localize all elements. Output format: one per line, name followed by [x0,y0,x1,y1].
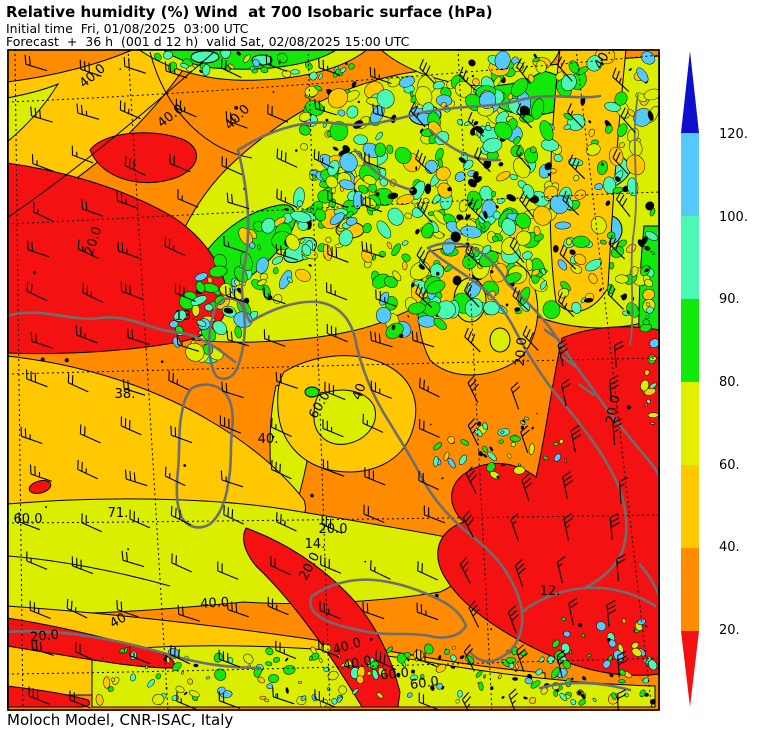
forecast-valid-line: Forecast + 36 h (001 d 12 h) valid Sat, … [6,34,410,49]
region-top-aqua-1 [190,50,220,64]
contour-label: 40 [350,381,370,402]
contour-label: 38. [115,387,136,402]
colorbar-tick-label: 90. [719,292,740,307]
mottle-speckle-layer [33,49,660,708]
colorbar-segment-100-120 [681,133,699,216]
contour-label: 20.0 [29,628,59,646]
contour-label: 20.0 [604,394,624,425]
colorbar-tick-label: 120. [719,127,748,142]
extra-contour-lines [7,51,253,587]
colorbar-segment-90-100 [681,216,699,299]
region-green-center-dot [304,386,320,398]
colorbar-segment-20-40 [681,548,699,631]
colorbar-arrow-top [681,51,699,133]
colorbar-segment-40-60 [681,465,699,548]
model-attribution: Moloch Model, CNR-ISAC, Italy [7,711,234,729]
contour-label: 12. [540,584,561,599]
contour-label: 40. [258,432,279,447]
wind-barb-layer [18,54,636,711]
initial-time-line: Initial time Fri, 01/08/2025 03:00 UTC [6,21,249,36]
contour-label: 60.0 [14,512,43,527]
colorbar-tick-label: 40. [719,540,740,555]
page-title: Relative humidity (%) Wind at 700 Isobar… [6,3,493,21]
contour-label: 13. [175,309,196,324]
region-yg-east-spot-2 [489,327,511,353]
contour-label: 40.0 [342,654,373,674]
contour-label: 20.0 [319,522,348,537]
colorbar-tick-label: 20. [719,623,740,638]
contour-label: 40 [107,610,129,631]
region-red-nw-blob [89,132,197,184]
coastline-border-layer [7,94,660,692]
map-frame [7,49,660,711]
contour-label: 60.0 [379,666,409,684]
humidity-wind-map: 40.0 40.0 40.0 40.0 20.0 13. 38. 40. 60.… [7,49,660,711]
contour-label: 60.0 [409,674,440,693]
contour-label: 71. [108,506,129,521]
colorbar-tick-label: 100. [719,210,748,225]
region-red-small-west [28,480,52,494]
contour-label: 20.0 [513,337,530,367]
colorbar-tick-label: 80. [719,375,740,390]
colorbar-arrow-bottom [681,631,699,707]
region-yg-nw-sliver [7,82,60,143]
colorbar-segment-80-90 [681,299,699,382]
contour-label: 14. [305,537,326,552]
colorbar-segment-60-80 [681,382,699,465]
region-red-bl-corner [7,685,91,708]
humidity-colorbar [681,51,699,707]
contour-label: 40.0 [200,595,230,612]
colorbar-tick-label: 60. [719,458,740,473]
